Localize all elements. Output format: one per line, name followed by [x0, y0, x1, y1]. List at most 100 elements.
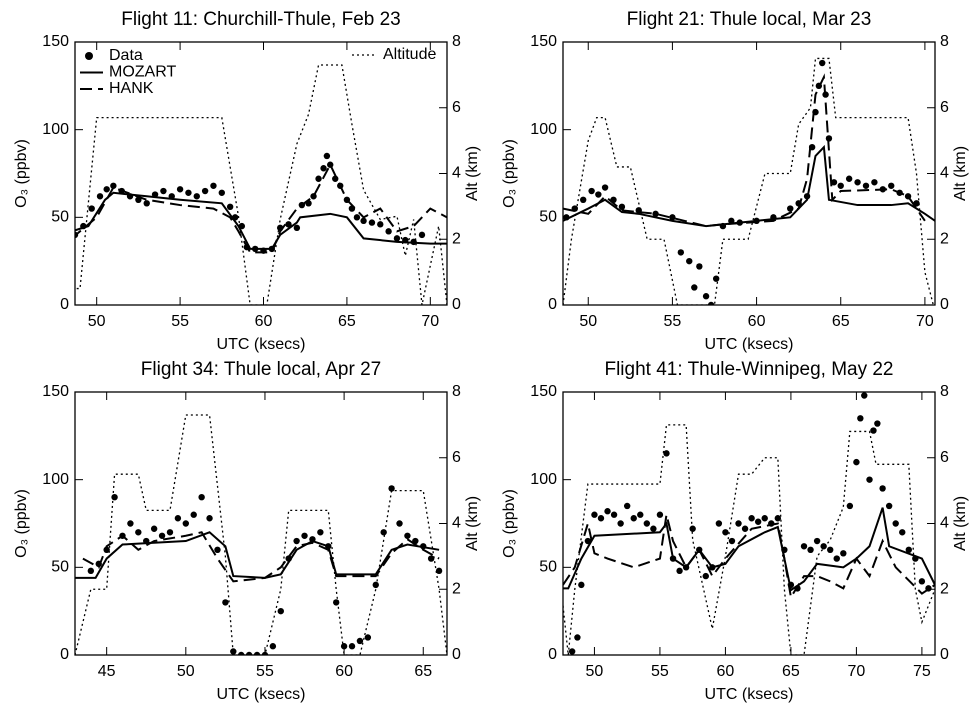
data-point	[96, 193, 104, 200]
chart-title: Flight 34: Thule local, Apr 27	[141, 359, 381, 380]
x-tick-label: 50	[88, 313, 106, 330]
x-axis-label: UTC (ksecs)	[705, 336, 794, 353]
y-axis-label: O₃ (ppbv)	[501, 139, 518, 208]
x-tick-label: 55	[651, 663, 669, 680]
data-point	[261, 651, 269, 655]
y2-axis-label: Alt (km)	[464, 146, 481, 201]
data-point	[427, 555, 435, 562]
data-point	[837, 182, 844, 189]
model-line	[563, 73, 926, 228]
data-point	[388, 485, 395, 492]
data-point	[111, 494, 118, 501]
x-tick-label: 70	[421, 313, 439, 330]
model-line	[75, 531, 440, 579]
altitude-line	[563, 57, 934, 305]
data-point	[617, 520, 624, 527]
y-axis-label: O₃ (ppbv)	[13, 139, 30, 208]
x-tick-label: 65	[414, 663, 432, 680]
y-tick-label: 100	[42, 121, 69, 138]
y2-tick-label: 8	[452, 383, 461, 400]
data-point	[193, 193, 200, 200]
data-point	[601, 184, 609, 191]
data-point	[604, 508, 611, 515]
chart-title: Flight 11: Churchill-Thule, Feb 23	[121, 9, 401, 30]
plot-area	[563, 57, 935, 305]
y-tick-label: 100	[530, 121, 557, 138]
data-point	[385, 228, 392, 235]
x-tick-label: 50	[586, 663, 604, 680]
x-tick-label: 60	[717, 663, 735, 680]
data-point	[754, 518, 762, 525]
x-tick-label: 50	[579, 313, 597, 330]
data-point	[702, 293, 710, 300]
y-tick-label: 150	[530, 33, 557, 50]
data-point	[160, 187, 167, 195]
x-axis-label: UTC (ksecs)	[217, 686, 306, 703]
data-point	[696, 263, 703, 270]
data-point	[819, 59, 826, 67]
data-point	[222, 599, 229, 606]
x-tick-label: 60	[335, 663, 353, 680]
data-point	[643, 520, 651, 527]
data-point	[327, 161, 334, 168]
y-tick-label: 150	[530, 383, 557, 400]
data-point	[332, 599, 340, 606]
y2-tick-label: 2	[940, 230, 949, 247]
y2-tick-label: 0	[940, 296, 949, 313]
data-point	[870, 427, 877, 434]
y2-tick-label: 2	[940, 580, 949, 597]
y2-axis-label: Alt (km)	[952, 146, 969, 201]
plot-area	[563, 392, 935, 655]
data-point	[110, 182, 117, 189]
data-point	[360, 217, 367, 225]
y2-tick-label: 2	[452, 580, 461, 597]
data-point	[853, 458, 860, 466]
y2-tick-label: 4	[452, 165, 461, 182]
data-point	[595, 191, 602, 198]
data-point	[637, 511, 644, 518]
data-point	[396, 520, 403, 527]
data-point	[686, 257, 693, 265]
data-point	[226, 203, 234, 211]
data-point	[813, 537, 821, 545]
data-point	[888, 182, 895, 189]
data-point	[840, 550, 847, 557]
x-tick-label: 55	[171, 313, 189, 330]
data-point	[356, 637, 364, 645]
legend-swatch	[85, 52, 93, 60]
data-point	[377, 221, 384, 228]
data-point	[253, 651, 261, 655]
plot-frame	[562, 41, 936, 306]
data-point	[715, 520, 723, 527]
data-point	[774, 515, 782, 522]
data-point	[669, 214, 676, 221]
data-point	[833, 555, 840, 562]
data-point	[238, 651, 245, 655]
data-point	[435, 567, 443, 575]
data-point	[174, 515, 182, 522]
y-tick-label: 50	[539, 209, 557, 226]
plot-frame	[74, 391, 448, 656]
data-point	[663, 450, 670, 457]
y2-tick-label: 0	[452, 646, 461, 663]
data-point	[143, 200, 150, 207]
data-point	[830, 179, 838, 186]
data-point	[722, 529, 729, 536]
plot-area	[75, 414, 447, 655]
data-point	[588, 187, 595, 195]
y-tick-label: 100	[530, 471, 557, 488]
data-point	[879, 485, 886, 492]
data-point	[198, 494, 205, 501]
data-point	[418, 231, 426, 239]
legend-label: Altitude	[383, 46, 436, 63]
x-tick-label: 70	[848, 663, 866, 680]
panel: Flight 21: Thule local, Mar 23 UTC (ksecs…	[501, 9, 969, 353]
data-point	[691, 284, 698, 291]
data-point	[393, 235, 401, 242]
data-point	[166, 529, 174, 536]
data-point	[317, 529, 324, 536]
model-line	[75, 162, 447, 254]
data-point	[741, 525, 749, 532]
